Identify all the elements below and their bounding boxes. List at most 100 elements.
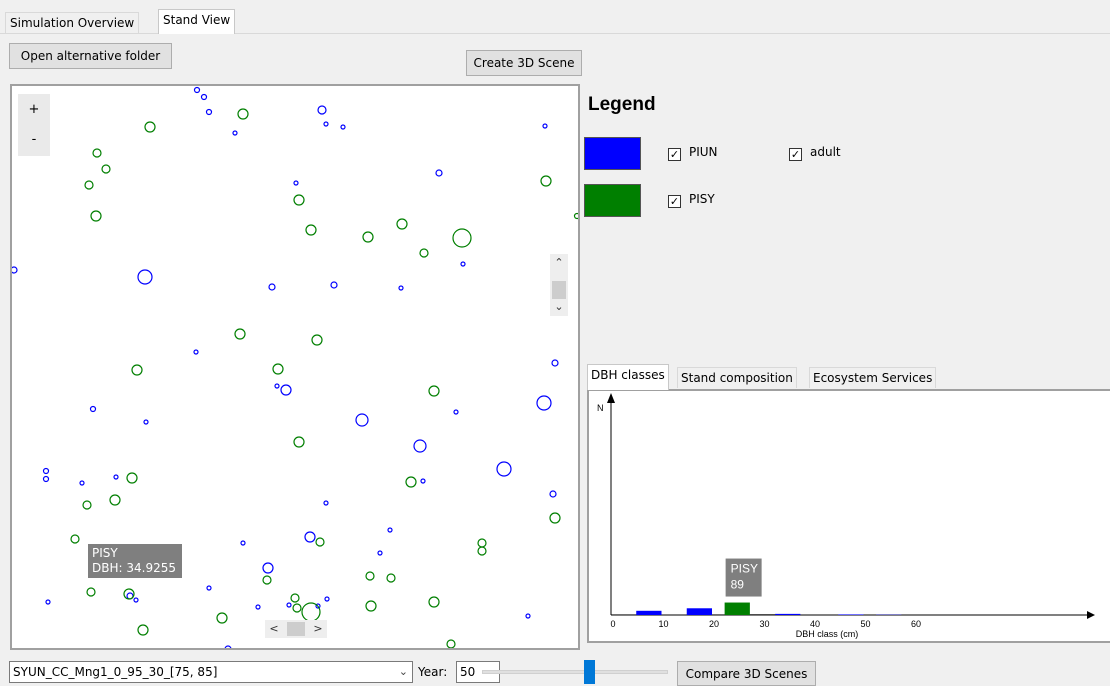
tree-piun[interactable] <box>200 93 208 101</box>
tree-pisy[interactable] <box>123 588 135 600</box>
tree-piun[interactable] <box>232 130 238 136</box>
tree-pisy[interactable] <box>86 587 96 597</box>
tree-pisy[interactable] <box>70 534 80 544</box>
tree-piun[interactable] <box>137 269 153 285</box>
tab-dbh-classes[interactable]: DBH classes <box>587 364 669 390</box>
tree-pisy[interactable] <box>365 600 377 612</box>
tree-piun[interactable] <box>317 105 327 115</box>
tree-piun[interactable] <box>193 86 201 94</box>
tree-piun[interactable] <box>286 602 292 608</box>
tree-pisy[interactable] <box>305 224 317 236</box>
tree-pisy[interactable] <box>131 364 143 376</box>
tree-piun[interactable] <box>340 124 346 130</box>
tree-piun[interactable] <box>262 562 274 574</box>
bar-piun[interactable] <box>775 613 801 615</box>
tree-pisy[interactable] <box>477 546 487 556</box>
tree-piun[interactable] <box>274 383 280 389</box>
tree-piun[interactable] <box>496 461 512 477</box>
zoom-out-button[interactable]: - <box>31 132 37 147</box>
chevron-left-icon[interactable]: < <box>269 622 279 635</box>
tree-pisy[interactable] <box>84 180 94 190</box>
tree-pisy[interactable] <box>540 175 552 187</box>
tree-piun[interactable] <box>323 121 329 127</box>
create-3d-scene-button[interactable]: Create 3D Scene <box>466 50 582 76</box>
tab-ecosystem-services[interactable]: Ecosystem Services <box>809 367 937 388</box>
tree-pisy[interactable] <box>101 164 111 174</box>
tree-pisy[interactable] <box>405 476 417 488</box>
tree-pisy[interactable] <box>452 228 472 248</box>
chevron-right-icon[interactable]: > <box>313 622 323 635</box>
chevron-down-icon[interactable]: ⌄ <box>554 300 564 313</box>
tab-stand-composition[interactable]: Stand composition <box>677 367 797 388</box>
tree-piun[interactable] <box>143 419 149 425</box>
tree-piun[interactable] <box>413 439 427 453</box>
bar-other[interactable] <box>749 614 776 615</box>
tree-piun[interactable] <box>542 123 548 129</box>
tree-piun[interactable] <box>355 413 369 427</box>
tree-pisy[interactable] <box>292 603 302 613</box>
tree-piun[interactable] <box>206 585 212 591</box>
tree-piun[interactable] <box>205 108 213 116</box>
tree-piun[interactable] <box>330 281 338 289</box>
tree-pisy[interactable] <box>109 494 121 506</box>
tree-pisy[interactable] <box>365 571 375 581</box>
tree-piun[interactable] <box>315 603 321 609</box>
tree-pisy[interactable] <box>290 593 300 603</box>
tree-piun[interactable] <box>435 169 443 177</box>
tree-pisy[interactable] <box>419 248 429 258</box>
zoom-in-button[interactable]: + <box>28 102 40 117</box>
tree-pisy[interactable] <box>386 573 396 583</box>
scroll-thumb[interactable] <box>552 281 566 299</box>
tree-piun[interactable] <box>453 409 459 415</box>
checkbox-adult[interactable]: ✓ adult <box>789 145 841 161</box>
tree-piun[interactable] <box>525 613 531 619</box>
year-slider-thumb[interactable] <box>584 660 595 684</box>
bar-pisy[interactable] <box>724 602 750 615</box>
tree-pisy[interactable] <box>237 108 249 120</box>
tree-pisy[interactable] <box>311 334 323 346</box>
tree-piun[interactable] <box>377 550 383 556</box>
tree-pisy[interactable] <box>262 575 272 585</box>
tree-pisy[interactable] <box>396 218 408 230</box>
year-slider[interactable] <box>482 670 668 674</box>
tree-piun[interactable] <box>240 540 246 546</box>
tree-piun[interactable] <box>460 261 466 267</box>
tree-piun[interactable] <box>224 645 232 650</box>
tree-piun[interactable] <box>113 474 119 480</box>
tree-piun[interactable] <box>323 500 329 506</box>
tree-pisy[interactable] <box>315 537 325 547</box>
year-input[interactable]: 50 <box>456 661 500 683</box>
tree-pisy[interactable] <box>92 148 102 158</box>
tree-piun[interactable] <box>324 596 330 602</box>
horizontal-scrollbar[interactable]: < > <box>265 620 327 638</box>
tree-piun[interactable] <box>280 384 292 396</box>
scroll-thumb[interactable] <box>287 622 305 636</box>
tree-piun[interactable] <box>79 480 85 486</box>
bar-other[interactable] <box>611 614 637 615</box>
compare-3d-scenes-button[interactable]: Compare 3D Scenes <box>677 661 816 686</box>
vertical-scrollbar[interactable]: ⌃ ⌄ <box>550 254 568 316</box>
tree-pisy[interactable] <box>301 602 321 622</box>
tree-pisy[interactable] <box>573 212 580 220</box>
tree-pisy[interactable] <box>293 194 305 206</box>
tree-piun[interactable] <box>42 475 50 483</box>
tree-pisy[interactable] <box>362 231 374 243</box>
stand-map[interactable]: + - ⌃ ⌄ < > PISY DBH: 34.9255 <box>10 84 580 650</box>
tree-piun[interactable] <box>551 359 559 367</box>
tree-piun[interactable] <box>133 597 139 603</box>
tree-piun[interactable] <box>549 490 557 498</box>
bar-piun[interactable] <box>838 614 864 615</box>
tree-pisy[interactable] <box>144 121 156 133</box>
tree-piun[interactable] <box>293 180 299 186</box>
chevron-up-icon[interactable]: ⌃ <box>554 256 564 269</box>
tree-piun[interactable] <box>89 405 97 413</box>
tree-piun[interactable] <box>268 283 276 291</box>
scenario-select[interactable]: SYUN_CC_Mng1_0_95_30_[75, 85] ⌄ <box>9 661 413 683</box>
bar-other[interactable] <box>712 614 725 615</box>
checkbox-piun[interactable]: ✓ PIUN <box>668 145 718 161</box>
tree-pisy[interactable] <box>477 538 487 548</box>
tree-piun[interactable] <box>45 599 51 605</box>
tree-pisy[interactable] <box>446 639 456 648</box>
tree-pisy[interactable] <box>234 328 246 340</box>
open-alternative-folder-button[interactable]: Open alternative folder <box>9 43 172 69</box>
